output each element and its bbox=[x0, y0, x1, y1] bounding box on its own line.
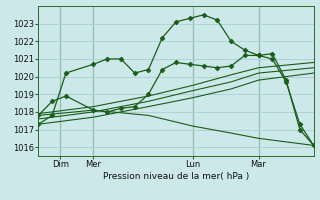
X-axis label: Pression niveau de la mer( hPa ): Pression niveau de la mer( hPa ) bbox=[103, 172, 249, 181]
